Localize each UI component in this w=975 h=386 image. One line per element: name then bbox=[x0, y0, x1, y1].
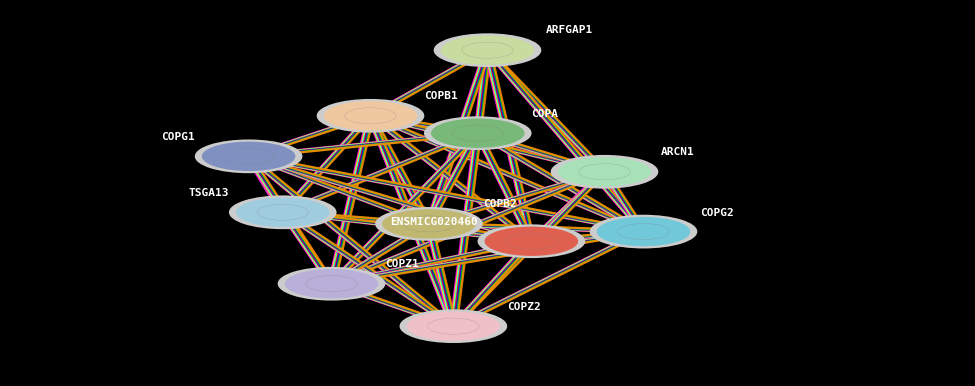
Ellipse shape bbox=[345, 108, 396, 124]
Ellipse shape bbox=[424, 116, 531, 150]
Text: ARCN1: ARCN1 bbox=[661, 147, 695, 157]
Ellipse shape bbox=[236, 198, 330, 227]
Ellipse shape bbox=[317, 99, 424, 133]
Ellipse shape bbox=[195, 139, 302, 173]
Text: COPB2: COPB2 bbox=[483, 199, 517, 209]
Ellipse shape bbox=[229, 195, 336, 229]
Ellipse shape bbox=[590, 215, 697, 249]
Ellipse shape bbox=[404, 216, 454, 232]
Ellipse shape bbox=[382, 209, 476, 239]
Ellipse shape bbox=[278, 267, 385, 301]
Text: COPG1: COPG1 bbox=[161, 132, 195, 142]
Ellipse shape bbox=[579, 164, 630, 180]
Text: ARFGAP1: ARFGAP1 bbox=[546, 25, 593, 35]
Ellipse shape bbox=[375, 207, 483, 241]
Ellipse shape bbox=[285, 269, 378, 298]
Text: COPA: COPA bbox=[531, 108, 559, 119]
Text: ENSMICG020460: ENSMICG020460 bbox=[390, 217, 478, 227]
Ellipse shape bbox=[431, 119, 525, 148]
Ellipse shape bbox=[618, 223, 669, 240]
Ellipse shape bbox=[462, 42, 513, 58]
Ellipse shape bbox=[452, 125, 503, 141]
Ellipse shape bbox=[202, 142, 295, 171]
Ellipse shape bbox=[400, 309, 507, 343]
Text: COPB1: COPB1 bbox=[424, 91, 458, 101]
Ellipse shape bbox=[407, 312, 500, 341]
Ellipse shape bbox=[485, 227, 578, 256]
Ellipse shape bbox=[506, 233, 557, 249]
Text: COPZ1: COPZ1 bbox=[385, 259, 419, 269]
Ellipse shape bbox=[428, 318, 479, 334]
Ellipse shape bbox=[257, 204, 308, 220]
Ellipse shape bbox=[324, 101, 417, 130]
Text: COPZ2: COPZ2 bbox=[507, 301, 541, 312]
Ellipse shape bbox=[441, 36, 534, 65]
Ellipse shape bbox=[551, 155, 658, 189]
Ellipse shape bbox=[478, 224, 585, 258]
Ellipse shape bbox=[434, 33, 541, 67]
Text: TSGA13: TSGA13 bbox=[188, 188, 229, 198]
Ellipse shape bbox=[306, 276, 357, 292]
Ellipse shape bbox=[558, 157, 651, 186]
Ellipse shape bbox=[223, 148, 274, 164]
Text: COPG2: COPG2 bbox=[700, 208, 734, 218]
Ellipse shape bbox=[597, 217, 690, 246]
